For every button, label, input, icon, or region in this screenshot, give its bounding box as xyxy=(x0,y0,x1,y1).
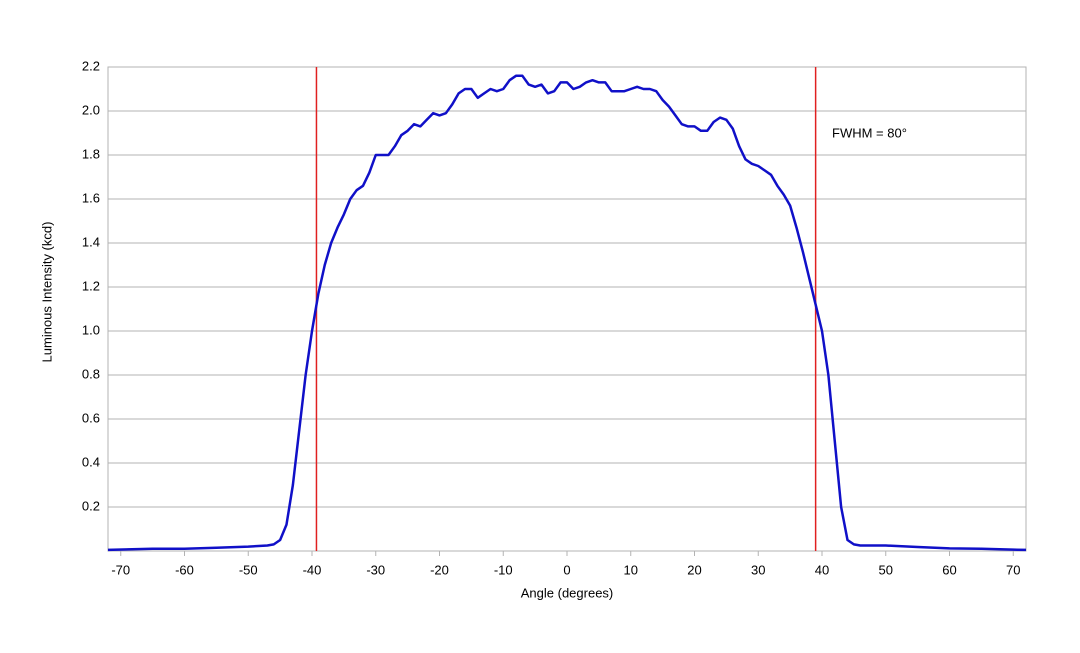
y-tick-label: 0.8 xyxy=(82,366,100,381)
data-line xyxy=(107,74,1027,552)
y-tick-label: 1.6 xyxy=(82,190,100,205)
x-tick-label: 30 xyxy=(751,562,765,577)
x-tick-label: -60 xyxy=(175,562,194,577)
y-tick-label: 1.2 xyxy=(82,278,100,293)
x-tick-label: 10 xyxy=(624,562,638,577)
y-tick-label: 2.0 xyxy=(82,102,100,117)
y-tick-label: 0.4 xyxy=(82,454,100,469)
x-tick-label: -20 xyxy=(430,562,449,577)
y-tick-label: 0.2 xyxy=(82,498,100,513)
x-tick-label: -30 xyxy=(366,562,385,577)
y-tick-label: 1.0 xyxy=(82,322,100,337)
x-tick-label: -40 xyxy=(303,562,322,577)
x-tick-label: 60 xyxy=(942,562,956,577)
y-tick-label: 1.8 xyxy=(82,146,100,161)
y-tick-label: 2.2 xyxy=(82,58,100,73)
x-tick-label: -10 xyxy=(494,562,513,577)
x-tick-label: 70 xyxy=(1006,562,1020,577)
x-tick-label: -70 xyxy=(111,562,130,577)
x-axis-label: Angle (degrees) xyxy=(521,585,614,600)
y-tick-label: 0.6 xyxy=(82,410,100,425)
x-tick-label: 0 xyxy=(563,562,570,577)
x-tick-label: -50 xyxy=(239,562,258,577)
x-tick-label: 40 xyxy=(815,562,829,577)
x-tick-label: 50 xyxy=(879,562,893,577)
annotation: FWHM = 80° xyxy=(832,125,907,140)
y-tick-label: 1.4 xyxy=(82,234,100,249)
x-tick-label: 20 xyxy=(687,562,701,577)
y-axis-label: Luminous Intensity (kcd) xyxy=(39,222,54,363)
